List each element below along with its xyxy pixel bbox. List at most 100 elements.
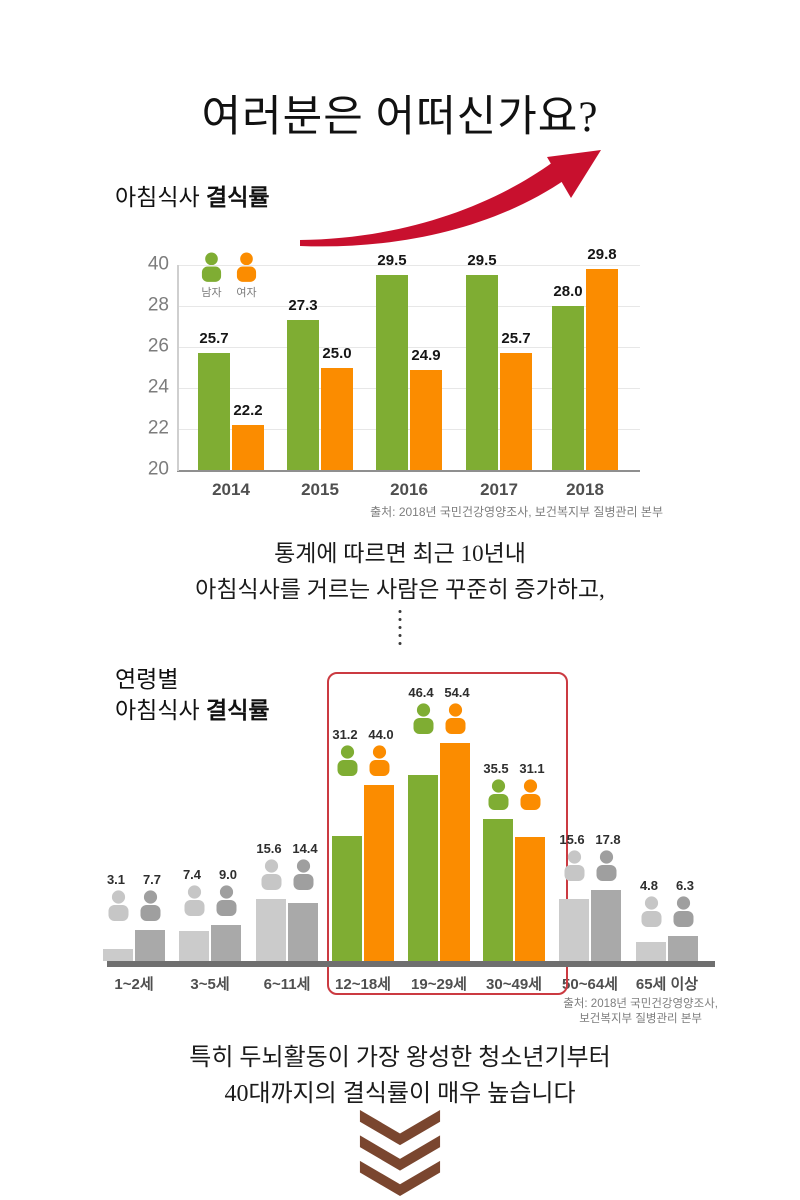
chart2-source-text: 출처: 2018년 국민건강영양조사, 보건복지부 질병관리 본부 [563,997,718,1027]
person-icon [337,745,357,776]
person-icons [639,896,696,927]
section1-title-regular: 아침식사 [115,184,207,210]
narrative2-line1: 특히 두뇌활동이 가장 왕성한 청소년기부터 [189,1045,611,1071]
y-axis-line [177,265,179,471]
section2-title-bold: 결식률 [206,697,270,724]
person-icon [445,703,465,735]
bar-value-label: 54.4 [444,685,470,701]
legend-item-male: 남자 [200,252,223,300]
x-axis-label: 65세 이상 [635,976,699,993]
x-axis-label: 30~49세 [486,976,542,993]
x-axis-label: 3~5세 [190,976,230,993]
bar-value-label: 46.4 [408,685,434,701]
person-icon [673,896,693,927]
narrative1-line2: 아침식사를 거르는 사람은 꾸준히 증가하고, [195,576,605,602]
bar-value-labels: 15.6 14.4 [253,841,321,856]
bar-female [500,353,532,470]
bar-male [408,775,438,961]
gridline [177,388,640,389]
bar-value-label: 14.4 [292,840,318,856]
bar-value-labels: 46.4 54.4 [405,685,473,700]
gridline [177,306,640,307]
bar-value-label: 25.7 [501,330,531,348]
bar-male [287,320,319,470]
person-icon [520,779,540,810]
chart2-x-axis-line [107,961,715,967]
bar-value-labels: 15.6 17.8 [556,832,624,847]
person-icons [562,850,619,881]
person-icons [182,885,239,916]
bar-value-label: 28.0 [553,283,583,300]
bar-pair [103,930,165,961]
narrative-text-2: 특히 두뇌활동이 가장 왕성한 청소년기부터 40대까지의 결식률이 매우 높습… [0,1040,800,1112]
page-title: 여러분은 어떠신가요? [201,94,599,141]
bar-male [103,948,133,961]
x-axis-label: 12~18세 [335,976,391,993]
legend-label-female: 여자 [236,287,257,299]
chart1-legend: 남자 여자 [200,252,258,300]
x-axis-label: 6~11세 [263,976,311,993]
section2-title-line1: 연령별 [115,666,179,692]
section1-title: 아침식사 결식률 [115,182,270,213]
bar-value-label: 35.5 [483,761,509,776]
bar-value-label: 29.5 [377,252,407,270]
breakfast-skip-rate-by-age-chart: 출처: 2018년 국민건강영양조사, 보건복지부 질병관리 본부 3.1 7.7… [100,660,720,1032]
person-icons [335,745,392,776]
bar-value-label: 4.8 [639,877,659,893]
bar-female [591,889,621,961]
chart2-source-line1: 출처: 2018년 국민건강영양조사, [563,998,718,1010]
y-tick-label: 40 [147,253,169,275]
female-person-icon [236,252,257,282]
bar-value-label: 29.8 [587,246,617,264]
bar-pair [559,889,621,961]
bar-value-label: 29.5 [467,252,497,270]
bar-female [410,369,442,470]
bar-value-label: 25.7 [199,330,229,348]
x-axis-label: 50~64세 [562,976,618,993]
person-icon [140,890,160,922]
bar-value-labels: 3.1 7.7 [100,872,168,887]
bar-female [211,925,241,961]
age-group-column: 15.6 17.8 [555,832,625,961]
bar-female [364,785,394,961]
person-icons [259,859,316,890]
bar-value-label: 25.0 [322,344,352,362]
bar-male [552,306,584,470]
person-icon [184,885,204,916]
person-icon [216,885,236,916]
y-tick-label: 24 [147,376,169,398]
bar-female [321,367,353,470]
bar-female [288,903,318,961]
bar-male [179,931,209,961]
y-tick-label: 26 [147,335,169,357]
bar-value-label: 44.0 [368,727,394,742]
narrative2-line2: 40대까지의 결식률이 매우 높습니다 [224,1081,576,1107]
bar-male [256,898,286,961]
bar-value-label: 6.3 [675,877,695,893]
gridline [177,429,640,430]
bar-female [586,269,618,470]
bar-male [466,275,498,470]
narrative1-line1: 통계에 따르면 최근 10년내 [274,541,526,566]
section1-title-bold: 결식률 [206,184,270,210]
bar-pair [636,935,698,961]
bar-value-label: 22.2 [233,401,263,419]
x-axis-label: 2015 [301,480,339,499]
x-axis-label: 2016 [390,480,428,499]
bar-value-labels: 35.5 31.1 [480,761,548,776]
age-group-column: 4.8 6.3 [632,878,702,961]
bar-male [559,898,589,961]
section2-title: 연령별 아침식사 결식률 [115,664,270,726]
bar-male [636,941,666,961]
bar-value-label: 15.6 [559,831,585,847]
person-icon [261,859,281,890]
bar-female [232,424,264,470]
highlight-box [327,672,568,995]
bar-male [483,819,513,961]
gridline [177,347,640,348]
bar-pair [483,819,545,961]
person-icon [293,859,313,890]
legend-item-female: 여자 [235,252,258,300]
bar-female [135,930,165,961]
